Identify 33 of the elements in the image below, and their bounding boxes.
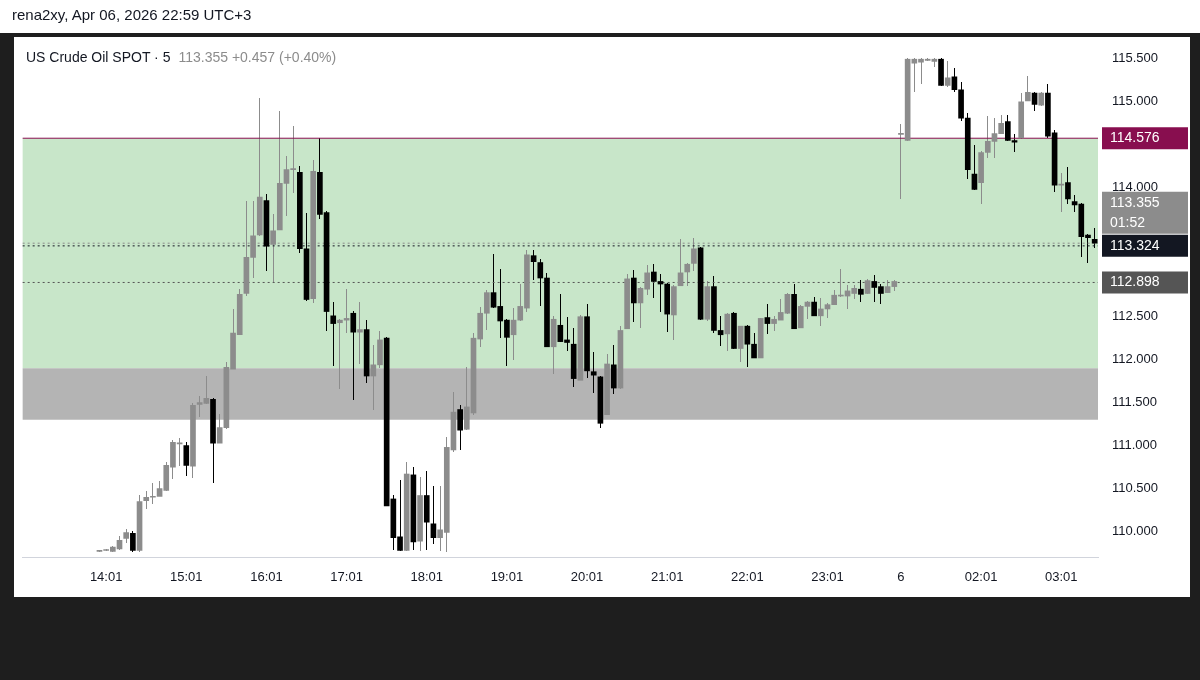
y-tick-label: 115.000 <box>1112 93 1159 109</box>
text: rena2xy, Apr 06, 2026 22:59 UTC+3 <box>0 0 1200 33</box>
x-tick-label: 6 <box>897 568 905 584</box>
ref-line-label: 113.355 <box>1110 193 1160 210</box>
y-tick-label: 115.500 <box>1112 50 1159 66</box>
text: 01:52 <box>1110 213 1146 230</box>
x-tick-label: 20:01 <box>570 568 604 584</box>
x-tick-label: 19:01 <box>490 568 524 584</box>
y-tick-label: 112.000 <box>1112 351 1159 367</box>
y-tick-label: 111.500 <box>1112 394 1158 410</box>
ref-line-label: 114.576 <box>1110 129 1160 146</box>
y-tick-label: 110.500 <box>1112 480 1159 496</box>
ref-line-label: 112.898 <box>1110 273 1160 290</box>
x-tick-label: 15:01 <box>170 568 203 584</box>
x-tick-label: 22:01 <box>731 568 764 584</box>
x-tick-label: 18:01 <box>410 568 444 584</box>
candlestick <box>337 319 343 389</box>
x-tick-label: 23:01 <box>811 568 844 584</box>
y-tick-label: 110.000 <box>1112 523 1159 539</box>
x-tick-label: 14:01 <box>89 568 123 584</box>
x-tick-label: 03:01 <box>1044 568 1078 584</box>
chart-title: US Crude Oil SPOT · 5 <box>26 49 171 65</box>
candlestick <box>357 302 363 364</box>
x-tick-label: 17:01 <box>330 568 363 584</box>
chart-subtitle: 113.355 +0.457 (+0.40%) <box>178 49 337 65</box>
y-tick-label: 112.500 <box>1112 308 1159 324</box>
x-tick-label: 21:01 <box>650 568 684 584</box>
x-tick-label: 16:01 <box>250 568 283 584</box>
ref-line-label: 113.324 <box>1110 236 1160 253</box>
x-tick-label: 02:01 <box>964 568 998 584</box>
candlestick <box>590 352 597 393</box>
y-tick-label: 114.000 <box>1112 179 1159 195</box>
y-tick-label: 111.000 <box>1112 437 1158 453</box>
